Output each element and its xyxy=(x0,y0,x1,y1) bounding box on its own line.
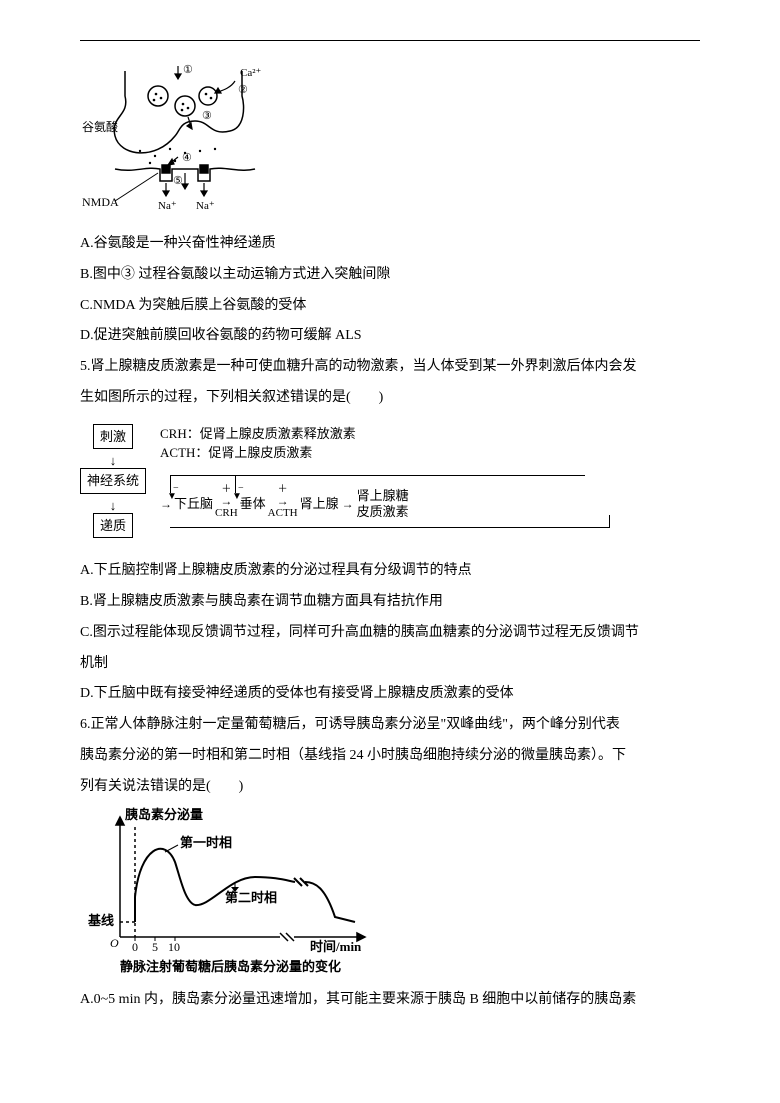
xlabel: 时间/min xyxy=(310,939,362,954)
label-hormone-2: 皮质激素 xyxy=(357,504,409,519)
label-n5: ⑤ xyxy=(173,175,183,187)
label-ca: Ca²⁺ xyxy=(240,67,262,79)
label-glutamate: 谷氨酸 xyxy=(82,119,118,134)
label-n3: ③ xyxy=(202,110,212,122)
label-adrenal: 肾上腺 xyxy=(300,494,339,514)
q6-diagram: 胰岛素分泌量 基线 第一时相 第二时相 O 0 5 10 时间/min 静脉注射… xyxy=(80,807,700,977)
tick-0: 0 xyxy=(132,940,138,954)
q5-stem-2: 生如图所示的过程，下列相关叙述错误的是( ) xyxy=(80,383,700,414)
peak1-label: 第一时相 xyxy=(180,835,232,850)
q4-option-a: A.谷氨酸是一种兴奋性神经递质 xyxy=(80,229,700,260)
label-hormone-1: 肾上腺糖 xyxy=(357,488,409,503)
baseline-label: 基线 xyxy=(87,913,114,928)
synapse-svg: 谷氨酸 NMDA ① Ca²⁺ ② ③ ④ ⑤ Na⁺ Na⁺ xyxy=(80,61,270,221)
q6-stem-1: 6.正常人体静脉注射一定量葡萄糖后，可诱导胰岛素分泌呈"双峰曲线"，两个峰分别代… xyxy=(80,710,700,741)
tick-10: 10 xyxy=(168,940,180,954)
q5-option-b: B.肾上腺糖皮质激素与胰岛素在调节血糖方面具有拮抗作用 xyxy=(80,587,700,618)
q6-stem-2: 胰岛素分泌的第一时相和第二时相（基线指 24 小时胰岛细胞持续分泌的微量胰岛素）… xyxy=(80,741,700,772)
q5-diagram: 刺激 ↓ 神经系统 ↓ 递质 CRH：促肾上腺皮质激素释放激素 ACTH：促肾上… xyxy=(80,418,700,549)
acth-definition: ACTH：促肾上腺皮质激素 xyxy=(160,445,312,460)
label-na1: Na⁺ xyxy=(158,200,177,212)
curve-tail xyxy=(305,882,355,922)
arrow-down-icon: ↓ xyxy=(110,454,117,467)
label-crh: CRH xyxy=(215,505,238,522)
arrow-down-icon: ↓ xyxy=(110,499,117,512)
label-nmda: NMDA xyxy=(82,195,119,209)
insulin-curve-svg: 胰岛素分泌量 基线 第一时相 第二时相 O 0 5 10 时间/min 静脉注射… xyxy=(80,807,380,977)
q4-option-c: C.NMDA 为突触后膜上谷氨酸的受体 xyxy=(80,291,700,322)
label-n4: ④ xyxy=(182,152,192,164)
chart-caption: 静脉注射葡萄糖后胰岛素分泌量的变化 xyxy=(120,959,341,974)
arrow-right-icon: → xyxy=(342,495,354,513)
q5-option-c2: 机制 xyxy=(80,649,700,680)
page-top-rule xyxy=(80,40,700,41)
tick-5: 5 xyxy=(152,940,158,954)
label-n2: ② xyxy=(238,84,248,96)
box-stimulus: 刺激 xyxy=(93,424,133,450)
origin-label: O xyxy=(110,936,119,950)
box-nervous: 神经系统 xyxy=(80,468,146,494)
q5-option-c1: C.图示过程能体现反馈调节过程，同样可升高血糖的胰高血糖素的分泌调节过程无反馈调… xyxy=(80,618,700,649)
label-acth: ACTH xyxy=(268,505,298,522)
q5-option-a: A.下丘脑控制肾上腺糖皮质激素的分泌过程具有分级调节的特点 xyxy=(80,556,700,587)
q6-stem-3: 列有关说法错误的是( ) xyxy=(80,772,700,803)
label-pituitary: 垂体 xyxy=(240,494,266,514)
crh-definition: CRH：促肾上腺皮质激素释放激素 xyxy=(160,426,356,441)
peak2-label: 第二时相 xyxy=(225,890,277,905)
label-hypothalamus: 下丘脑 xyxy=(174,494,213,514)
label-na2: Na⁺ xyxy=(196,200,215,212)
q5-option-d: D.下丘脑中既有接受神经递质的受体也有接受肾上腺糖皮质激素的受体 xyxy=(80,679,700,710)
q4-diagram: 谷氨酸 NMDA ① Ca²⁺ ② ③ ④ ⑤ Na⁺ Na⁺ xyxy=(80,61,700,221)
ylabel: 胰岛素分泌量 xyxy=(125,807,203,822)
q5-stem-1: 5.肾上腺糖皮质激素是一种可使血糖升高的动物激素，当人体受到某一外界刺激后体内会… xyxy=(80,352,700,383)
q4-option-b: B.图中③ 过程谷氨酸以主动运输方式进入突触间隙 xyxy=(80,260,700,291)
label-n1: ① xyxy=(183,64,193,76)
q4-option-d: D.促进突触前膜回收谷氨酸的药物可缓解 ALS xyxy=(80,321,700,352)
curve-peak1 xyxy=(135,848,195,921)
box-neurotrans: 递质 xyxy=(93,513,133,539)
q6-option-a: A.0~5 min 内，胰岛素分泌量迅速增加，其可能主要来源于胰岛 B 细胞中以… xyxy=(80,985,700,1016)
